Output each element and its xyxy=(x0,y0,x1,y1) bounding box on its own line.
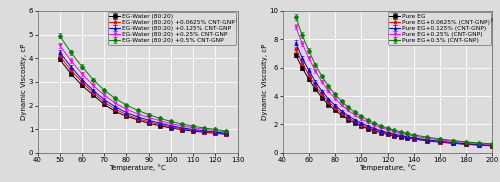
Y-axis label: Dynamic Viscosity, cP: Dynamic Viscosity, cP xyxy=(262,44,268,120)
Text: b: b xyxy=(484,15,492,25)
Y-axis label: Dynamic Viscosity, cP: Dynamic Viscosity, cP xyxy=(22,44,28,120)
X-axis label: Temperature, °C: Temperature, °C xyxy=(109,164,166,171)
Text: a: a xyxy=(230,15,237,25)
X-axis label: Temperature, °C: Temperature, °C xyxy=(359,164,416,171)
Legend: EG-Water (80:20), EG-Water (80:20) +0.0625% CNT-GNP, EG-Water (80:20) +0.125% CN: EG-Water (80:20), EG-Water (80:20) +0.06… xyxy=(108,12,236,45)
Legend: Pure EG, Pure EG+0.0625% (CNT-GNP), Pure EG+0.125% (CNT-GNP), Pure EG+0.25% (CNT: Pure EG, Pure EG+0.0625% (CNT-GNP), Pure… xyxy=(388,12,492,45)
